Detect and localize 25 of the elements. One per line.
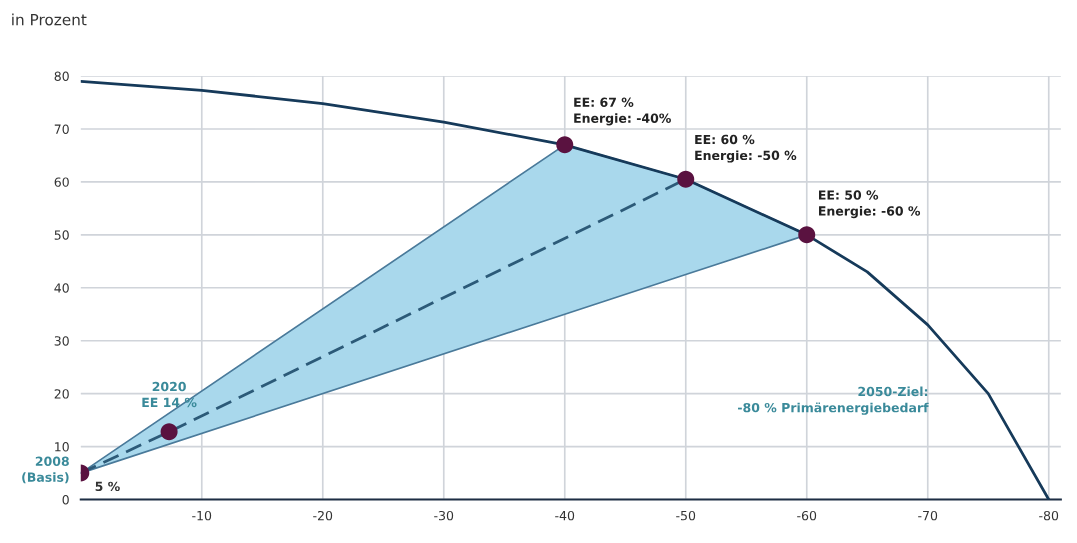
x-tick-label: -40 [555,510,575,521]
annotation: 5 % [95,481,120,492]
annotation: 2008 (Basis) [22,456,69,484]
annotation: EE: 60 % Energie: -50 % [695,134,797,163]
x-tick-label: -80 [1039,510,1059,521]
y-tick-label: 60 [54,177,69,187]
x-tick-label: -30 [434,510,454,521]
y-tick-label: 40 [54,283,69,293]
annotation: EE: 50 % Energie: -60 % [819,190,921,219]
y-tick-label: 80 [54,71,69,81]
y-tick-label: 0 [62,495,69,505]
annotation: EE: 67 % Energie: -40% [574,97,671,126]
x-tick-label: -70 [918,510,938,521]
y-tick-label: 20 [54,389,69,399]
annotation: 2020 EE 14 % [142,381,197,408]
x-tick-label: -50 [676,510,696,521]
x-tick-label: -20 [313,510,333,521]
y-axis-title: in Prozent [12,13,87,26]
y-tick-label: 30 [54,336,69,346]
x-tick-label: -60 [797,510,817,521]
annotation: 2050-Ziel: -80 % Primärenergiebedarf [738,386,929,415]
y-tick-label: 50 [54,230,69,240]
y-tick-label: 10 [55,442,69,452]
y-tick-label: 70 [54,124,69,134]
x-tick-label: -10 [192,510,212,521]
